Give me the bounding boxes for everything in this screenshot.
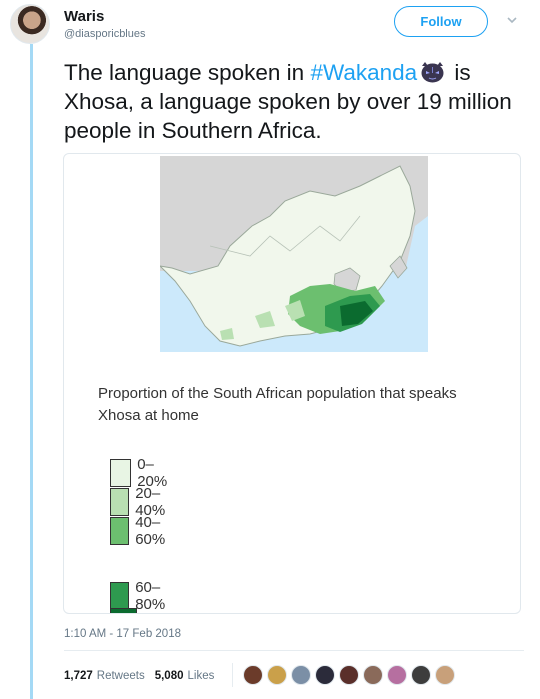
legend-label: 20–40% (135, 485, 166, 519)
liker-avatar[interactable] (243, 665, 263, 685)
south-africa-map-image (160, 156, 428, 352)
retweets-stat[interactable]: 1,727 Retweets (64, 670, 145, 682)
black-panther-emoji-icon (421, 62, 444, 83)
tweet-timestamp[interactable]: 1:10 AM - 17 Feb 2018 (64, 628, 181, 640)
legend-swatch (110, 517, 130, 545)
liker-avatar[interactable] (339, 665, 359, 685)
legend-item (110, 608, 137, 613)
liker-avatar[interactable] (435, 665, 455, 685)
hashtag-link[interactable]: #Wakanda (310, 60, 418, 85)
legend-label: 0–20% (137, 456, 168, 490)
legend-item: 20–40% (110, 485, 173, 519)
divider (64, 650, 524, 651)
tweet-text-part: The language spoken in (64, 60, 311, 85)
stats-separator (232, 663, 233, 687)
tweet-stats: 1,727 Retweets 5,080 Likes (64, 670, 224, 682)
likes-stat[interactable]: 5,080 Likes (155, 670, 215, 682)
liker-avatar[interactable] (291, 665, 311, 685)
liker-avatar[interactable] (387, 665, 407, 685)
tweet-media-card[interactable]: Proportion of the South African populati… (63, 153, 521, 614)
legend-label: 60–80% (135, 579, 166, 613)
liker-avatar[interactable] (267, 665, 287, 685)
chevron-down-icon[interactable] (506, 14, 518, 26)
legend-item: 40–60% (110, 514, 173, 548)
legend-swatch (110, 608, 137, 613)
legend-item: 0–20% (110, 456, 173, 490)
legend-swatch (110, 459, 132, 487)
legend-swatch (110, 488, 130, 516)
thread-line (30, 44, 33, 699)
likes-label: Likes (187, 670, 215, 682)
retweets-count: 1,727 (64, 670, 93, 682)
retweets-label: Retweets (96, 670, 145, 682)
legend-item: 60–80% (110, 579, 173, 613)
liker-avatar[interactable] (363, 665, 383, 685)
author-handle[interactable]: @diasporicblues (64, 28, 146, 40)
liker-avatars (243, 665, 459, 685)
likes-count: 5,080 (154, 670, 184, 682)
author-avatar[interactable] (10, 4, 50, 44)
liker-avatar[interactable] (315, 665, 335, 685)
legend-swatch (110, 582, 130, 610)
map-caption: Proportion of the South African populati… (98, 385, 457, 424)
follow-button[interactable]: Follow (394, 6, 488, 37)
tweet-text-part: is Xhosa, a language spoken by over 19 m… (64, 60, 512, 143)
tweet-text: The language spoken in #Wakanda is Xhosa… (64, 58, 524, 145)
liker-avatar[interactable] (411, 665, 431, 685)
legend-label: 40–60% (135, 514, 166, 548)
author-name[interactable]: Waris (64, 8, 105, 25)
